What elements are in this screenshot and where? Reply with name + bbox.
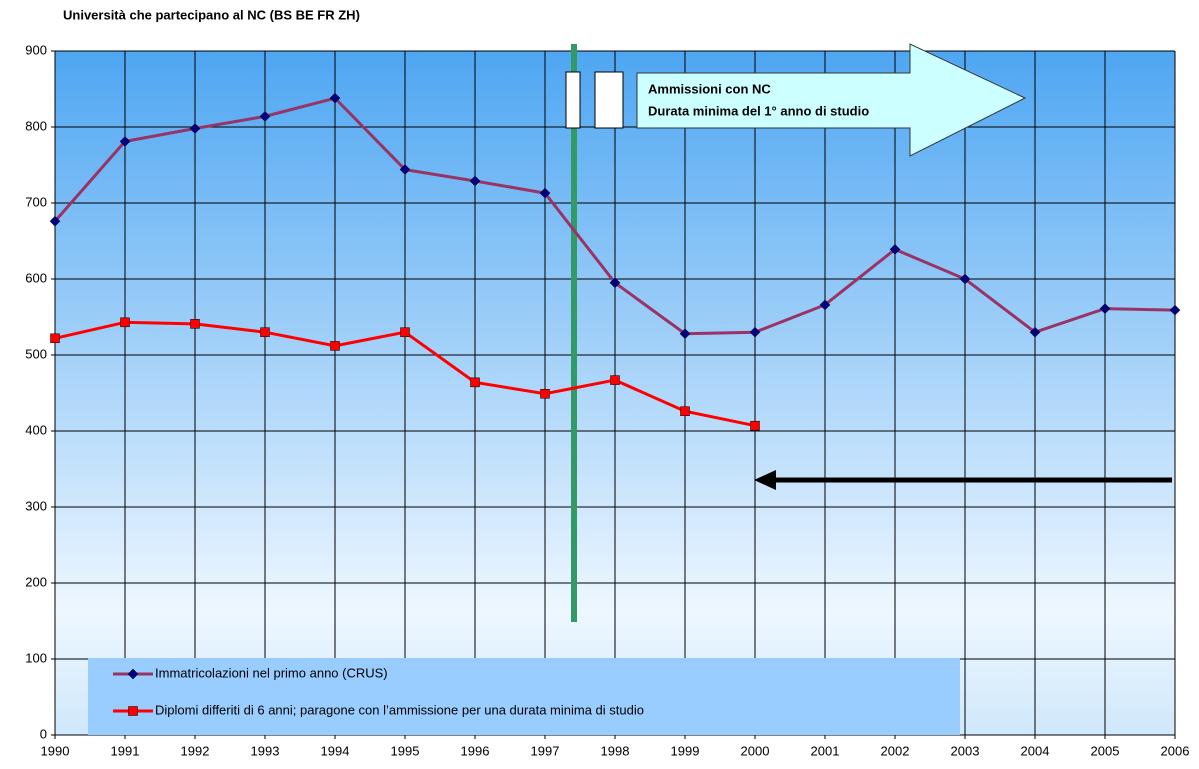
chart-title: Università che partecipano al NC (BS BE …: [63, 7, 360, 22]
marker: [679, 328, 691, 340]
marker: [330, 341, 340, 351]
data: [49, 92, 1181, 431]
x-tick-label: 2001: [811, 743, 840, 758]
marker: [399, 164, 411, 175]
x-tick-label: 2004: [1021, 743, 1050, 758]
y-tick-label: 100: [25, 650, 47, 665]
marker: [1029, 326, 1041, 338]
y-tick-label: 900: [25, 42, 47, 57]
legend-label: Diplomi differiti di 6 anni; paragone co…: [155, 702, 644, 717]
marker: [1099, 303, 1111, 314]
x-tick-label: 1992: [181, 743, 210, 758]
marker: [680, 406, 690, 416]
marker: [260, 327, 270, 337]
x-tick-label: 2006: [1161, 743, 1190, 758]
marker: [120, 317, 130, 328]
x-tick-label: 2000: [741, 743, 770, 758]
y-tick-label: 700: [25, 194, 47, 209]
y-tick-label: 300: [25, 498, 47, 513]
marker: [889, 244, 901, 255]
annotation: Durata minima del 1° anno di studio: [648, 103, 869, 118]
y-tick-label: 600: [25, 270, 47, 285]
marker: [610, 375, 620, 385]
y-tick-label: 800: [25, 118, 47, 133]
legend: Immatricolazioni nel primo anno (CRUS) Di…: [113, 665, 644, 717]
x-tick-label: 2002: [881, 743, 910, 758]
y-tick-label: 500: [25, 346, 47, 361]
marker: [190, 319, 200, 329]
marker: [259, 111, 271, 122]
marker: [469, 175, 481, 187]
marker: [470, 377, 480, 388]
grid: [51, 50, 1176, 739]
annotation: Ammissioni con NC: [648, 81, 771, 96]
x-tick-label: 2003: [951, 743, 980, 758]
marker: [50, 333, 60, 344]
x-tick-label: 1998: [601, 743, 630, 758]
marker: [750, 420, 760, 431]
legend-label: Immatricolazioni nel primo anno (CRUS): [155, 665, 388, 680]
x-tick-label: 1991: [111, 743, 140, 758]
marker: [400, 327, 410, 337]
x-tick-label: 1995: [391, 743, 420, 758]
arrow-head: [754, 470, 776, 490]
x-tick-label: 1996: [461, 743, 490, 758]
marker: [959, 273, 971, 285]
marker: [329, 92, 341, 104]
marker: [49, 215, 61, 227]
marker: [189, 123, 201, 134]
legend-box: [88, 658, 960, 735]
y-tick-label: 0: [40, 726, 47, 741]
y-tick-label: 200: [25, 574, 47, 589]
annotation-box: [594, 71, 624, 129]
x-tick-label: 1990: [41, 743, 70, 758]
marker: [127, 668, 139, 680]
marker: [119, 136, 131, 147]
marker: [540, 389, 550, 399]
y-tick-label: 400: [25, 422, 47, 437]
x-tick-label: 1994: [321, 743, 350, 758]
marker: [539, 187, 551, 199]
marker: [609, 277, 621, 289]
marker: [749, 326, 761, 338]
x-tick-label: 1993: [251, 743, 280, 758]
marker: [819, 299, 831, 311]
x-tick-label: 1997: [531, 743, 560, 758]
annotation-box: [565, 71, 581, 129]
x-tick-label: 1999: [671, 743, 700, 758]
annotation-arrow: [636, 43, 1027, 157]
x-tick-label: 2005: [1091, 743, 1120, 758]
marker: [128, 706, 138, 716]
marker: [1169, 304, 1181, 316]
